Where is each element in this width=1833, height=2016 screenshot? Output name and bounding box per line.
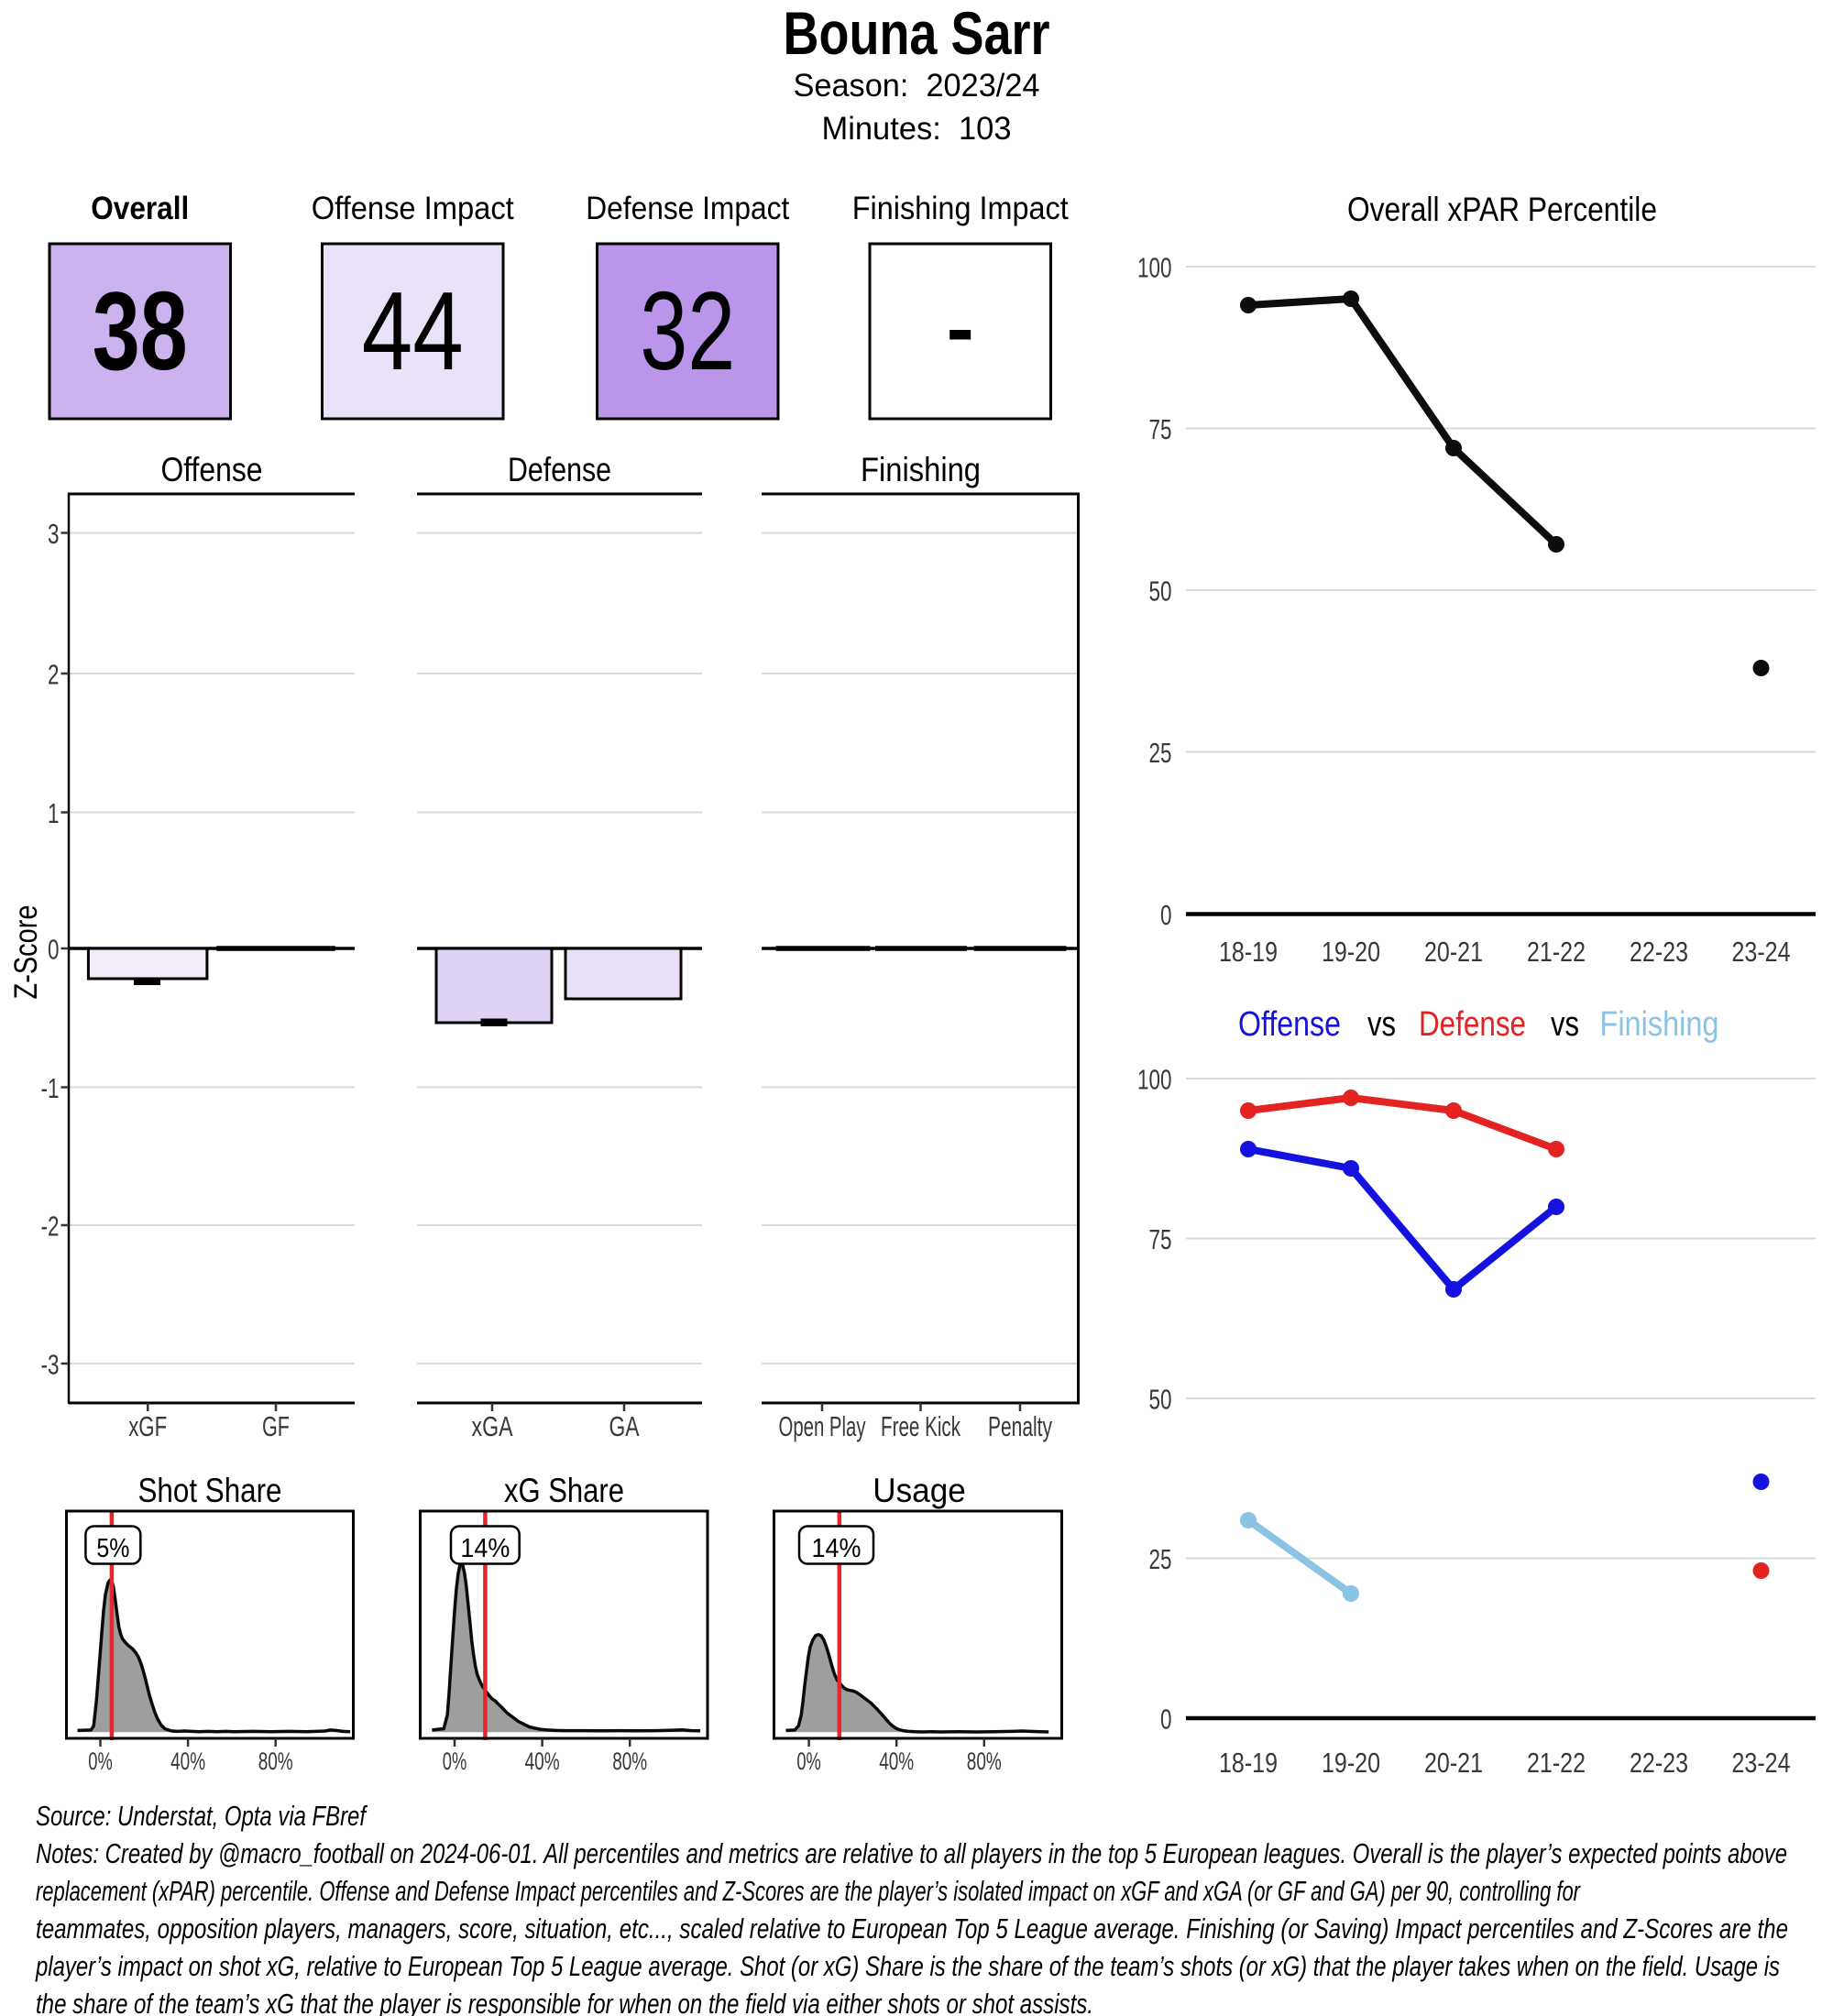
- svg-text:Defense: Defense: [1419, 1005, 1526, 1044]
- svg-text:0%: 0%: [88, 1748, 113, 1775]
- svg-text:75: 75: [1149, 1223, 1172, 1255]
- svg-text:0: 0: [48, 934, 60, 966]
- svg-text:75: 75: [1149, 413, 1172, 445]
- svg-text:Offense: Offense: [1238, 1005, 1341, 1044]
- svg-text:0: 0: [1160, 1704, 1172, 1736]
- svg-text:Offense: Offense: [161, 451, 263, 488]
- svg-text:Overall xPAR Percentile: Overall xPAR Percentile: [1347, 191, 1657, 228]
- svg-text:Source: Understat, Opta via FB: Source: Understat, Opta via FBref: [36, 1800, 368, 1832]
- svg-text:Notes: Created by @macro_footb: Notes: Created by @macro_football on 202…: [36, 1837, 1787, 1869]
- svg-text:14%: 14%: [460, 1534, 510, 1563]
- svg-text:22-23: 22-23: [1630, 1747, 1688, 1779]
- svg-text:0%: 0%: [796, 1748, 821, 1775]
- svg-text:-2: -2: [41, 1211, 60, 1243]
- svg-text:GA: GA: [609, 1410, 640, 1442]
- svg-text:xGF: xGF: [128, 1410, 167, 1442]
- svg-text:Defense Impact: Defense Impact: [586, 191, 789, 226]
- svg-text:Shot Share: Shot Share: [138, 1472, 282, 1509]
- svg-text:xG Share: xG Share: [504, 1472, 624, 1509]
- svg-text:40%: 40%: [879, 1748, 914, 1775]
- svg-text:-1: -1: [41, 1072, 60, 1104]
- svg-text:Z-Score: Z-Score: [8, 905, 44, 1000]
- svg-text:3: 3: [48, 518, 60, 550]
- svg-text:Minutes: 103: Minutes: 103: [822, 111, 1012, 147]
- svg-text:80%: 80%: [258, 1748, 293, 1775]
- svg-text:Finishing Impact: Finishing Impact: [852, 191, 1069, 226]
- svg-text:GF: GF: [262, 1410, 290, 1442]
- svg-text:50: 50: [1149, 575, 1172, 608]
- svg-text:Season: 2023/24: Season: 2023/24: [794, 68, 1040, 104]
- svg-text:19-20: 19-20: [1322, 936, 1380, 968]
- svg-text:-3: -3: [41, 1349, 60, 1381]
- svg-text:vs: vs: [1551, 1005, 1579, 1044]
- svg-text:21-22: 21-22: [1527, 936, 1586, 968]
- svg-text:1: 1: [48, 797, 60, 829]
- svg-text:40%: 40%: [525, 1748, 560, 1775]
- svg-text:50: 50: [1149, 1384, 1172, 1416]
- svg-text:vs: vs: [1367, 1005, 1396, 1044]
- svg-text:25: 25: [1149, 1543, 1172, 1575]
- svg-text:38: 38: [93, 268, 188, 393]
- svg-text:Finishing: Finishing: [861, 451, 981, 488]
- svg-text:0: 0: [1160, 899, 1172, 931]
- svg-text:player’s impact on shot xG, re: player’s impact on shot xG, relative to …: [35, 1950, 1780, 1982]
- svg-text:32: 32: [640, 268, 735, 393]
- svg-text:80%: 80%: [612, 1748, 647, 1775]
- svg-text:Defense: Defense: [508, 451, 611, 488]
- svg-text:20-21: 20-21: [1424, 1747, 1483, 1779]
- svg-text:20-21: 20-21: [1424, 936, 1483, 968]
- svg-text:18-19: 18-19: [1219, 936, 1278, 968]
- svg-text:14%: 14%: [812, 1534, 862, 1563]
- svg-text:19-20: 19-20: [1322, 1747, 1380, 1779]
- svg-text:2: 2: [48, 659, 60, 691]
- svg-text:Overall: Overall: [91, 191, 189, 226]
- svg-text:Finishing: Finishing: [1600, 1005, 1719, 1044]
- svg-text:100: 100: [1137, 1064, 1172, 1096]
- svg-text:25: 25: [1149, 737, 1172, 769]
- svg-text:replacement (xPAR) percentile.: replacement (xPAR) percentile. Offense a…: [36, 1875, 1581, 1907]
- svg-text:Penalty: Penalty: [988, 1410, 1052, 1442]
- svg-text:Open Play: Open Play: [779, 1410, 866, 1442]
- svg-text:21-22: 21-22: [1527, 1747, 1586, 1779]
- svg-text:Bouna Sarr: Bouna Sarr: [784, 0, 1050, 67]
- svg-text:the share of the team’s xG tha: the share of the team’s xG that the play…: [36, 1988, 1093, 2016]
- svg-text:80%: 80%: [967, 1748, 1002, 1775]
- svg-text:Free Kick: Free Kick: [881, 1410, 960, 1442]
- svg-text:5%: 5%: [96, 1534, 129, 1563]
- svg-text:0%: 0%: [443, 1748, 467, 1775]
- svg-text:44: 44: [362, 268, 464, 393]
- svg-text:Offense Impact: Offense Impact: [312, 191, 514, 226]
- svg-text:40%: 40%: [170, 1748, 205, 1775]
- svg-text:23-24: 23-24: [1732, 936, 1791, 968]
- svg-text:22-23: 22-23: [1630, 936, 1688, 968]
- svg-text:100: 100: [1137, 252, 1172, 284]
- svg-text:xGA: xGA: [472, 1410, 513, 1442]
- svg-text:23-24: 23-24: [1732, 1747, 1791, 1779]
- svg-text:teammates, opposition players,: teammates, opposition players, managers,…: [36, 1912, 1788, 1945]
- svg-text:18-19: 18-19: [1219, 1747, 1278, 1779]
- svg-text:Usage: Usage: [873, 1472, 966, 1509]
